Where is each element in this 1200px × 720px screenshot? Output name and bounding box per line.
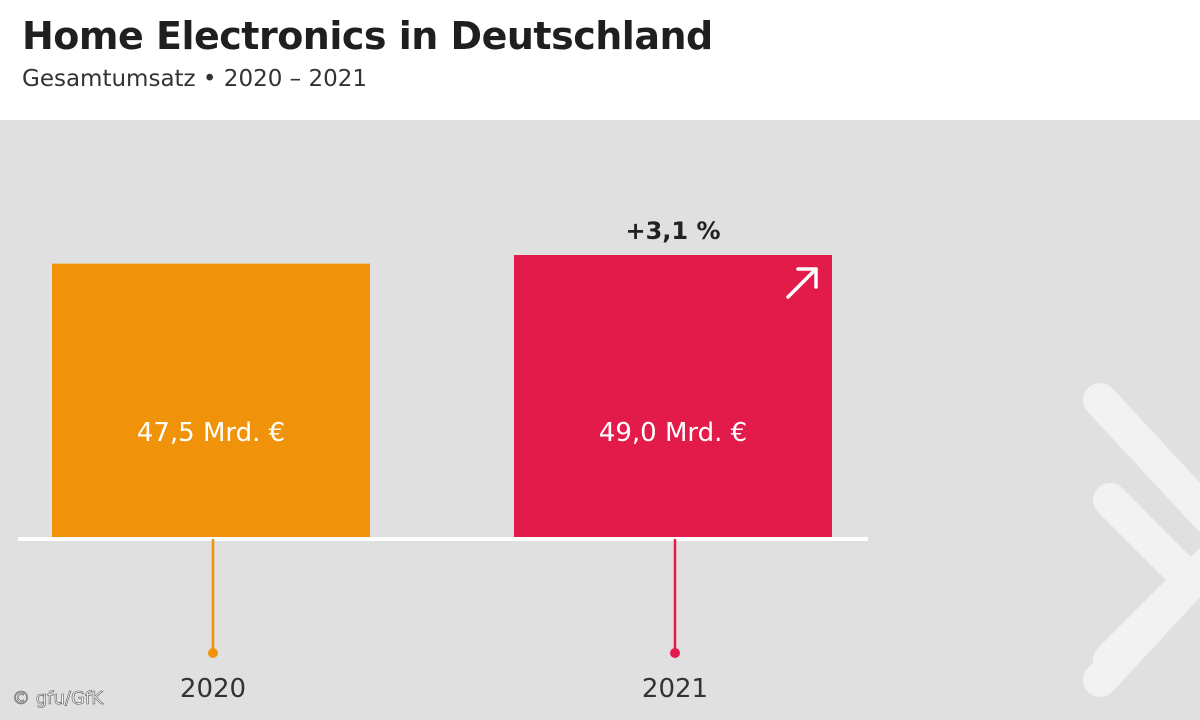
category-label-2021: 2021 <box>642 674 708 704</box>
bar-2020 <box>52 263 370 537</box>
category-dot-2020 <box>208 648 218 658</box>
bar-value-label-2021: 49,0 Mrd. € <box>599 418 747 448</box>
category-dot-2021 <box>670 648 680 658</box>
decorative-chevrons-icon <box>1083 383 1200 697</box>
chart-panel: 47,5 Mrd. € 2020 49,0 Mrd. € 2021 +3,1 % © g… <box>0 120 1200 720</box>
bar-value-label-2020: 47,5 Mrd. € <box>137 418 285 448</box>
chart-subtitle: Gesamtumsatz • 2020 – 2021 <box>22 66 367 92</box>
change-percent-label: +3,1 % <box>625 217 720 245</box>
category-label-2020: 2020 <box>180 674 246 704</box>
header: Home Electronics in Deutschland Gesamtum… <box>0 0 1200 120</box>
copyright-credit: © gfu/GfK <box>12 688 104 709</box>
arrow-up-right-icon <box>786 267 818 299</box>
bar-chart: 47,5 Mrd. € 2020 49,0 Mrd. € 2021 +3,1 % © g… <box>12 217 1200 709</box>
bar-2021 <box>514 255 832 537</box>
chart-title: Home Electronics in Deutschland <box>22 14 713 58</box>
